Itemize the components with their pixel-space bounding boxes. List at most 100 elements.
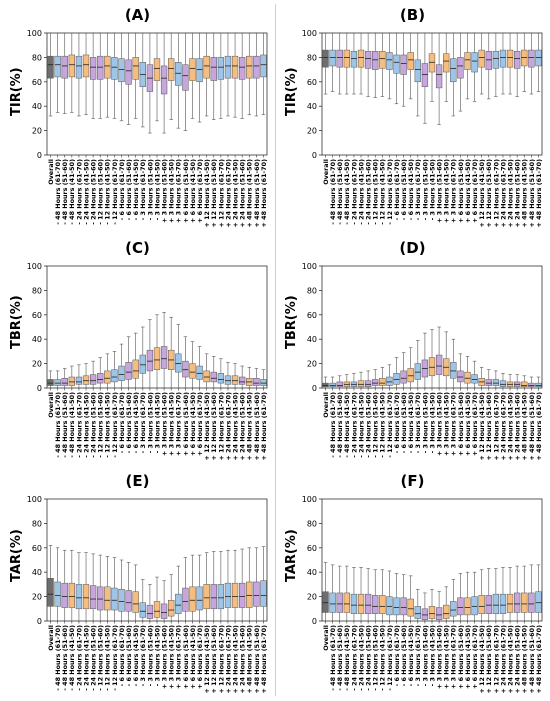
x-tick-label: + 6 Hours (41-50): [189, 392, 197, 456]
box-iqr: [485, 51, 492, 70]
x-tick-label: - 3 Hours (41-50): [153, 392, 161, 453]
box-24: [217, 32, 225, 119]
x-tick-label: Overall: [322, 159, 330, 185]
box-29: [528, 376, 535, 389]
x-tick-label: + 6 Hours (51-60): [182, 625, 190, 689]
x-tick-label: + 6 Hours (61-70): [196, 159, 204, 223]
panel-title: (C): [125, 239, 150, 257]
x-tick-label: + 24 Hours (51-60): [514, 159, 522, 228]
box-iqr: [535, 382, 542, 388]
box-30: [260, 369, 267, 389]
box-8: [104, 556, 111, 622]
x-tick-label: + 12 Hours (61-70): [492, 159, 500, 228]
x-tick-label: Overall: [322, 625, 330, 651]
box-27: [514, 32, 521, 97]
box-30: [535, 564, 542, 622]
box-13: [414, 340, 421, 389]
x-tick-label: + 24 Hours (61-70): [224, 392, 232, 461]
x-tick-label: + 12 Hours (41-50): [203, 392, 211, 461]
x-tick-label: - 48 Hours (41-50): [68, 159, 76, 225]
box-iqr: [246, 581, 253, 608]
box-17: [168, 316, 175, 389]
box-10: [393, 573, 400, 622]
box-29: [253, 368, 260, 389]
x-tick-label: + 6 Hours (61-70): [471, 392, 479, 456]
x-tick-label: - 3 Hours (41-50): [153, 159, 161, 220]
x-tick-label: + 6 Hours (41-50): [189, 159, 197, 223]
x-tick-label: + 48 Hours (61-70): [260, 392, 268, 461]
box-iqr: [153, 58, 161, 81]
box-iqr: [239, 582, 246, 608]
box-26: [231, 32, 239, 118]
box-23: [210, 551, 217, 622]
x-tick-label: + 24 Hours (51-60): [514, 625, 522, 694]
box-iqr: [350, 51, 358, 68]
x-tick-label: Overall: [47, 392, 55, 418]
y-tick-label: 80: [307, 519, 317, 528]
x-tick-label: - 3 Hours (61-70): [139, 159, 147, 220]
box-iqr: [68, 582, 75, 608]
box-iqr: [231, 55, 239, 79]
box-9: [111, 557, 118, 622]
x-tick-label: - 12 Hours (41-50): [379, 392, 387, 458]
box-iqr: [393, 54, 400, 74]
box-15: [428, 329, 436, 389]
box-iqr: [499, 380, 507, 388]
x-tick-label: - 3 Hours (41-50): [153, 625, 161, 686]
box-iqr: [386, 52, 393, 70]
box-iqr: [189, 58, 196, 81]
box-7: [372, 369, 379, 389]
box-iqr: [253, 377, 260, 386]
x-tick-label: - 6 Hours (61-70): [393, 159, 401, 220]
box-iqr: [196, 58, 203, 83]
x-tick-label: - 6 Hours (61-70): [393, 392, 401, 453]
box-overall: [47, 32, 54, 117]
box-12: [407, 575, 414, 622]
box-iqr: [407, 598, 414, 617]
box-iqr: [125, 590, 132, 612]
box-iqr: [153, 347, 161, 370]
chart-panel-d: (D) TBR(%) 0 20 40 60 80 100 Overall - 48 Hours (…: [275, 233, 550, 466]
y-tick-label: 0: [37, 617, 42, 626]
box-19: [457, 353, 464, 389]
box-17: [168, 32, 175, 120]
x-tick-label: - 3 Hours (51-60): [421, 159, 429, 220]
x-tick-label: - 48 Hours (41-50): [343, 159, 351, 225]
box-iqr: [414, 363, 421, 380]
x-tick-label: - 12 Hours (61-70): [386, 392, 394, 458]
box-2: [336, 565, 343, 622]
box-25: [499, 373, 507, 389]
box-2: [336, 375, 343, 389]
x-tick-label: + 3 Hours (41-50): [443, 625, 451, 689]
box-iqr: [521, 592, 528, 613]
x-tick-label: + 6 Hours (51-60): [182, 392, 190, 456]
x-tick-label: - 12 Hours (51-60): [97, 392, 105, 458]
box-overall: [47, 545, 54, 622]
box-iqr: [457, 370, 464, 383]
box-overall: [322, 32, 329, 95]
y-tick-label: 80: [32, 53, 42, 62]
box-25: [224, 362, 232, 389]
box-iqr: [450, 58, 457, 83]
box-14: [146, 319, 154, 389]
box-iqr: [104, 586, 111, 611]
box-iqr: [196, 365, 203, 380]
box-3: [68, 365, 75, 389]
box-iqr: [82, 584, 90, 610]
box-iqr: [118, 58, 125, 83]
box-iqr: [336, 49, 343, 68]
x-tick-label: - 24 Hours (61-70): [350, 625, 358, 691]
box-iqr: [400, 370, 407, 384]
box-iqr: [132, 591, 139, 613]
box-3: [343, 374, 350, 389]
y-tick-label: 40: [32, 335, 42, 344]
box-20: [464, 355, 471, 389]
box-16: [160, 32, 168, 134]
x-tick-label: + 12 Hours (61-70): [492, 392, 500, 461]
box-iqr: [329, 382, 336, 388]
box-30: [535, 32, 542, 92]
box-iqr: [350, 593, 358, 614]
x-tick-label: - 6 Hours (41-50): [407, 625, 415, 686]
box-iqr: [61, 582, 68, 608]
